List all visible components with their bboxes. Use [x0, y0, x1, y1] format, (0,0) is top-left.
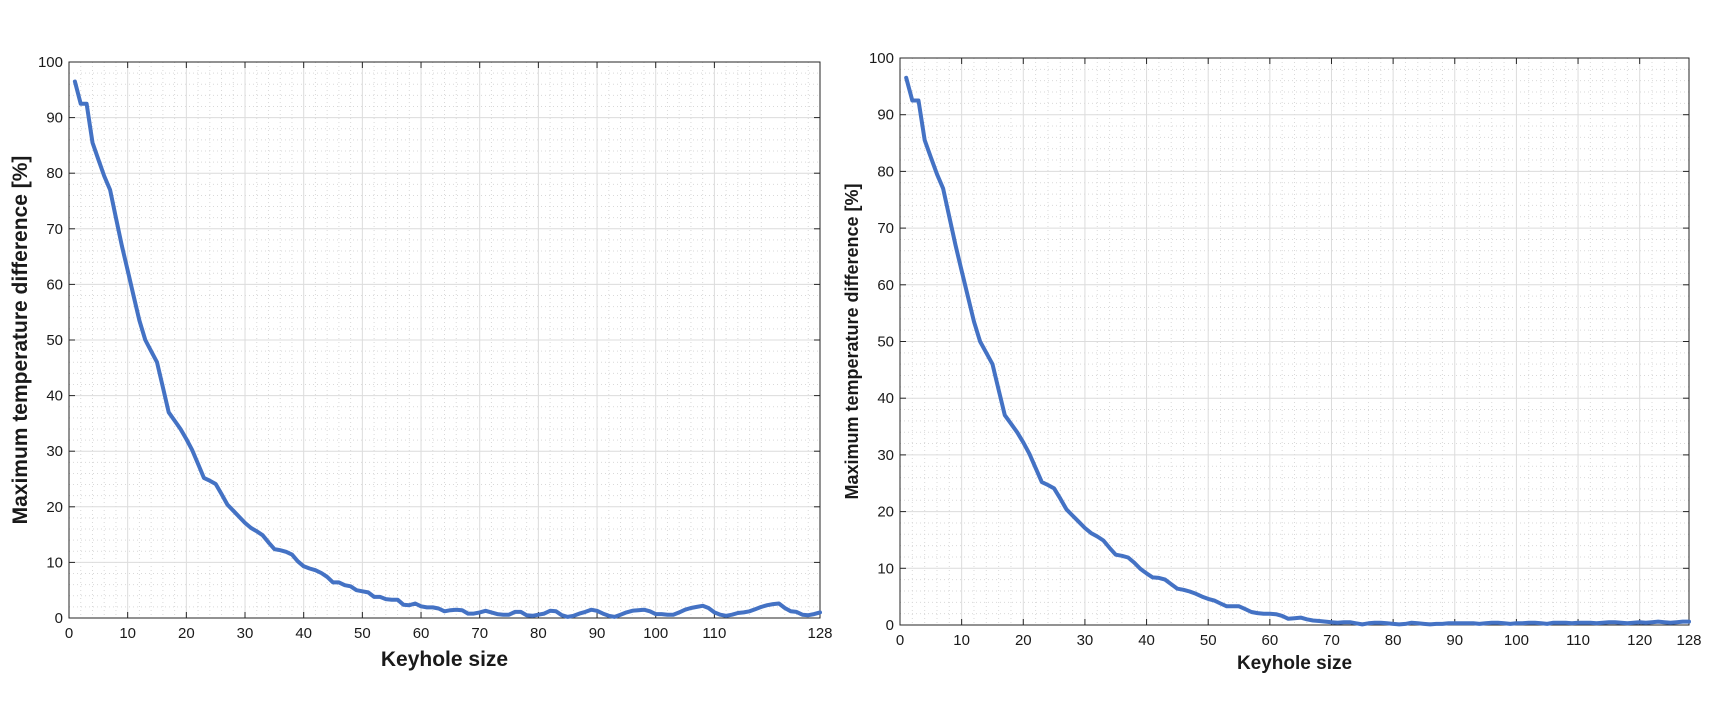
chart-0-x-tick-label: 90 — [589, 625, 606, 642]
chart-1-x-tick-label: 0 — [896, 632, 904, 649]
chart-0-y-tick-label: 90 — [46, 110, 63, 127]
chart-1-x-tick-label: 60 — [1262, 632, 1279, 649]
chart-0-y-tick-label: 40 — [46, 388, 63, 405]
chart-1-y-tick-label: 90 — [877, 107, 894, 124]
chart-1-x-tick-label: 50 — [1200, 632, 1217, 649]
chart-0-x-axis-title: Keyhole size — [381, 648, 508, 671]
chart-1-series-line-0 — [904, 75, 1691, 627]
chart-1-x-tick-label: 90 — [1446, 632, 1463, 649]
chart-1-y-tick-label: 80 — [877, 163, 894, 180]
chart-1-y-tick-label: 50 — [877, 334, 894, 351]
chart-0-x-tick-label: 110 — [702, 625, 726, 642]
chart-1-x-tick-label: 70 — [1323, 632, 1340, 649]
chart-0-x-tick-label: 40 — [295, 625, 312, 642]
chart-0-y-tick-label: 80 — [46, 165, 63, 182]
chart-1-major-grid — [900, 58, 1689, 625]
chart-0-x-tick-label: 80 — [530, 625, 547, 642]
chart-1-y-axis-title: Maximum temperature difference [%] — [842, 183, 862, 499]
chart-left-svg: 0 10 20 30 40 50 60 70 80 90 100 110 128 0 10 20 30 40 50 6… — [9, 54, 833, 671]
chart-1-y-tick-label: 0 — [886, 617, 894, 634]
chart-0-y-tick-label: 50 — [46, 332, 63, 349]
chart-0-x-tick-label: 10 — [119, 625, 136, 642]
chart-right-svg: 0 10 20 30 40 50 60 70 80 90 100 110 120 128 0 10 20 30 40… — [842, 50, 1702, 674]
chart-1-y-tick-label: 40 — [877, 390, 894, 407]
chart-0-y-tick-label: 100 — [38, 54, 63, 71]
chart-0-y-axis-title: Maximum temperature difference [%] — [9, 156, 32, 525]
chart-0-y-tick-label: 0 — [55, 610, 63, 627]
chart-0-y-tick-label: 60 — [46, 276, 63, 293]
chart-1-x-tick-label: 30 — [1077, 632, 1094, 649]
chart-1-y-tick-label: 100 — [869, 50, 894, 67]
chart-0-x-tick-label: 128 — [807, 625, 832, 642]
chart-0-series-line-0 — [72, 79, 822, 619]
chart-0-x-tick-label: 60 — [413, 625, 430, 642]
chart-1-y-tick-label: 70 — [877, 220, 894, 237]
chart-1-x-axis-title: Keyhole size — [1237, 653, 1352, 674]
chart-1-x-tick-label: 20 — [1015, 632, 1032, 649]
chart-1-y-tick-label: 60 — [877, 277, 894, 294]
chart-1-x-tick-label: 40 — [1138, 632, 1155, 649]
chart-0-x-tick-label: 20 — [178, 625, 195, 642]
chart-1-y-tick-label: 10 — [877, 560, 894, 577]
chart-left: 0 10 20 30 40 50 60 70 80 90 100 110 128 0 10 20 30 40 50 6… — [0, 0, 860, 714]
chart-0-x-tick-label: 50 — [354, 625, 371, 642]
chart-1-minor-grid — [900, 58, 1689, 625]
chart-1-x-tick-label: 128 — [1676, 632, 1701, 649]
chart-right: 0 10 20 30 40 50 60 70 80 90 100 110 120 128 0 10 20 30 40… — [830, 0, 1727, 714]
chart-1-x-tick-label: 120 — [1627, 632, 1652, 649]
chart-0-minor-grid — [69, 62, 820, 618]
chart-0-y-tick-label: 70 — [46, 221, 63, 238]
chart-0-x-tick-label: 100 — [643, 625, 668, 642]
chart-1-x-tick-label: 80 — [1385, 632, 1402, 649]
chart-0-x-tick-label: 0 — [65, 625, 73, 642]
chart-0-y-tick-label: 10 — [46, 554, 63, 571]
chart-0-x-tick-label: 30 — [237, 625, 254, 642]
chart-1-x-tick-label: 110 — [1566, 632, 1590, 649]
chart-0-y-tick-label: 30 — [46, 443, 63, 460]
chart-0-x-tick-label: 70 — [471, 625, 488, 642]
chart-1-y-tick-label: 20 — [877, 504, 894, 521]
chart-1-y-tick-label: 30 — [877, 447, 894, 464]
chart-1-x-tick-label: 10 — [953, 632, 970, 649]
chart-0-y-tick-label: 20 — [46, 499, 63, 516]
chart-1-x-tick-label: 100 — [1504, 632, 1529, 649]
